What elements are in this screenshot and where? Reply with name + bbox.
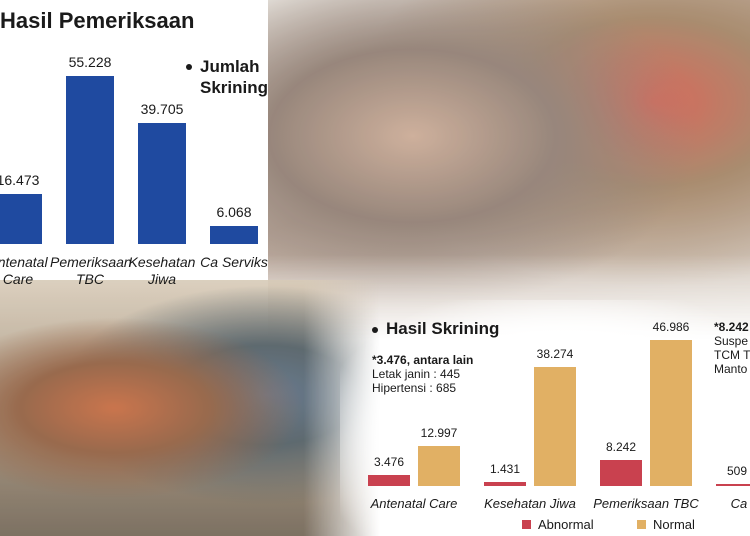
photo <box>0 280 380 536</box>
annotation: TCM T <box>714 348 750 362</box>
value-label: 16.473 <box>0 171 40 188</box>
value-label: 46.986 <box>652 320 690 334</box>
bar <box>138 123 186 244</box>
category-label: Pemeriksaan TBC <box>593 496 699 511</box>
legend-entry: Jumlah Skrining <box>200 57 269 97</box>
legend-label: Normal <box>653 517 695 532</box>
category-label: Ca Serviks <box>200 254 268 270</box>
bar <box>66 76 114 244</box>
legend-swatch <box>637 520 646 529</box>
annotation: Letak janin : 445 <box>372 367 461 381</box>
category-label: Antenatal Care <box>370 496 458 511</box>
bar <box>0 193 42 244</box>
bar <box>418 445 460 486</box>
value-label: 1.431 <box>489 461 521 476</box>
annotation: Hipertensi : 685 <box>372 381 457 395</box>
category-label: Pemeriksaan TBC <box>50 254 132 287</box>
legend-swatch <box>522 520 531 529</box>
value-label: 39.705 <box>140 101 184 118</box>
legend-label: Abnormal <box>538 517 594 532</box>
value-label: 509 <box>726 464 748 479</box>
bar <box>210 225 258 244</box>
value-label: 38.274 <box>536 347 574 362</box>
value-label: 8.242 <box>605 440 637 455</box>
legend-bullet <box>186 64 192 70</box>
value-label: 6.068 <box>216 203 252 220</box>
annotation: Manto <box>714 362 748 376</box>
bar <box>650 340 692 486</box>
annotation: *8.242 <box>714 320 749 334</box>
chart-title: Hasil Skrining <box>386 319 500 338</box>
category-label: Ca Serviks <box>730 496 750 511</box>
bar <box>716 484 750 486</box>
category-label: Antenatal Care <box>0 254 48 287</box>
bar <box>600 460 642 486</box>
bar <box>534 367 576 486</box>
annotation: Suspe <box>714 334 749 348</box>
bar <box>484 481 526 486</box>
bar <box>368 475 410 486</box>
category-label: Kesehatan Jiwa <box>484 496 576 511</box>
value-label: 55.228 <box>68 54 112 70</box>
title-bullet <box>372 327 378 333</box>
value-label: 12.997 <box>420 425 458 440</box>
annotation: *3.476, antara lain <box>372 353 474 367</box>
chart-title: Hasil Pemeriksaan <box>0 8 195 33</box>
category-label: Kesehatan Jiwa <box>128 254 196 287</box>
value-label: 3.476 <box>373 455 405 470</box>
